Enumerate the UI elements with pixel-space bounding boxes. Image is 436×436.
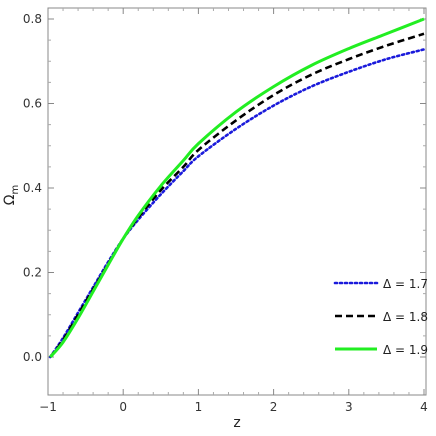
ticks: −1 0 1 2 3 4 0.0 0.2 0.4 0.6 0.8 [23,8,428,414]
x-tick-label: 4 [420,400,428,414]
x-tick-label: −1 [39,400,57,414]
y-tick-label: 0.0 [23,350,42,364]
legend-label-2: Δ = 1.8 [383,310,428,324]
x-axis-label: z [233,415,240,431]
x-tick-label: 2 [270,400,278,414]
y-tick-label: 0.4 [23,181,42,195]
x-tick-label: 3 [345,400,353,414]
y-axis-label-subscript: m [10,185,21,195]
plot-frame [47,7,427,396]
x-tick-label: 0 [119,400,127,414]
x-tick-label: 1 [195,400,203,414]
legend-label-1: Δ = 1.7 [383,277,428,291]
y-axis-label: Ωm [2,185,21,205]
series-line-1 [48,48,426,359]
y-tick-label: 0.6 [23,97,42,111]
series-line-3 [49,17,425,358]
y-tick-label: 0.2 [23,266,42,280]
series-line-2 [49,32,425,358]
legend: Δ = 1.7 Δ = 1.8 Δ = 1.9 [333,277,428,357]
y-tick-label: 0.8 [23,12,42,26]
legend-label-3: Δ = 1.9 [383,343,428,357]
y-axis-label-main: Ω [2,194,18,205]
series-layer [48,17,426,359]
plot-border [47,7,427,396]
